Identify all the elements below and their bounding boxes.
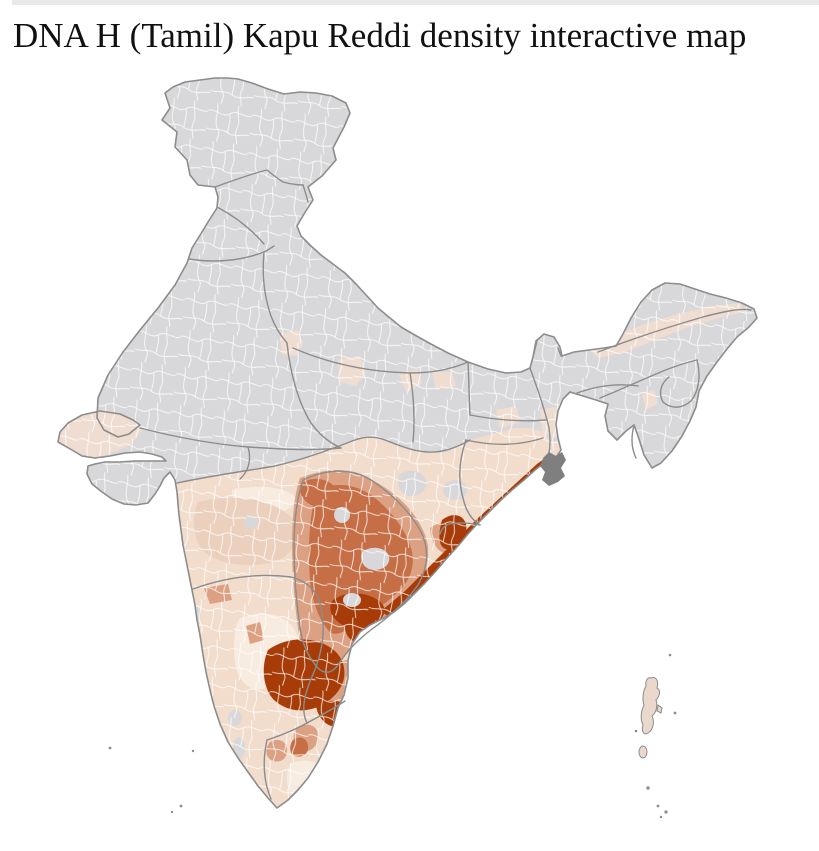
minor-islands [108, 746, 195, 814]
top-scroll-strip [12, 0, 819, 5]
region-sundarbans[interactable] [540, 452, 566, 486]
page-title: DNA H (Tamil) Kapu Reddi density interac… [13, 16, 747, 55]
region-andaman-islands[interactable] [634, 653, 677, 819]
district-boundaries-mesh [58, 78, 757, 808]
